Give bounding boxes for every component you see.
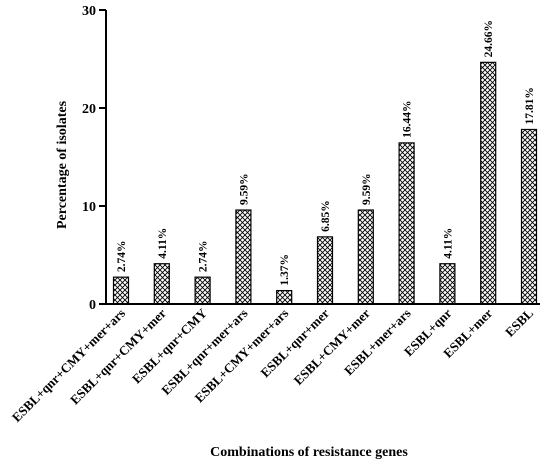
bar-data-label: 9.59% (238, 173, 250, 205)
bar-data-label: 16.44% (402, 101, 414, 138)
bar-data-label: 1.37% (279, 254, 291, 286)
bar-data-label: 24.66% (483, 20, 495, 57)
bar (276, 289, 293, 305)
bar (480, 61, 497, 305)
bars-layer (112, 61, 538, 305)
bar (316, 236, 334, 305)
bar-data-label: 4.11% (442, 228, 454, 259)
bar (439, 263, 456, 305)
bar-data-label: 2.74% (198, 241, 210, 273)
bar (194, 276, 211, 305)
bar-data-label: 9.59% (361, 173, 373, 205)
bar (398, 142, 415, 305)
axes-layer (105, 10, 540, 305)
y-tick-label: 20 (82, 102, 96, 117)
bar (153, 263, 170, 305)
y-ticks: 0 10 20 30 (82, 4, 106, 313)
bar (112, 276, 130, 305)
x-category-label: ESBL+qnr+CMY (129, 305, 210, 386)
bar (520, 128, 538, 305)
bar-data-label: 4.11% (157, 228, 169, 259)
y-tick-label: 0 (89, 298, 96, 313)
bar-data-label: 17.81% (524, 87, 536, 124)
y-axis-title: Percentage of isolates (55, 100, 70, 229)
y-tick-label: 30 (82, 4, 96, 19)
labels-layer: 2.74%ESBL+qnr+CMY+mer+ars4.11%ESBL+qnr+C… (9, 20, 537, 425)
x-category-label: ESBL (502, 305, 536, 339)
x-axis-title: Combinations of resistance genes (210, 445, 408, 460)
bar (357, 209, 374, 305)
y-tick-label: 10 (82, 200, 96, 215)
bar (235, 209, 252, 305)
bar-data-label: 2.74% (116, 241, 128, 273)
bar-data-label: 6.85% (320, 200, 332, 232)
